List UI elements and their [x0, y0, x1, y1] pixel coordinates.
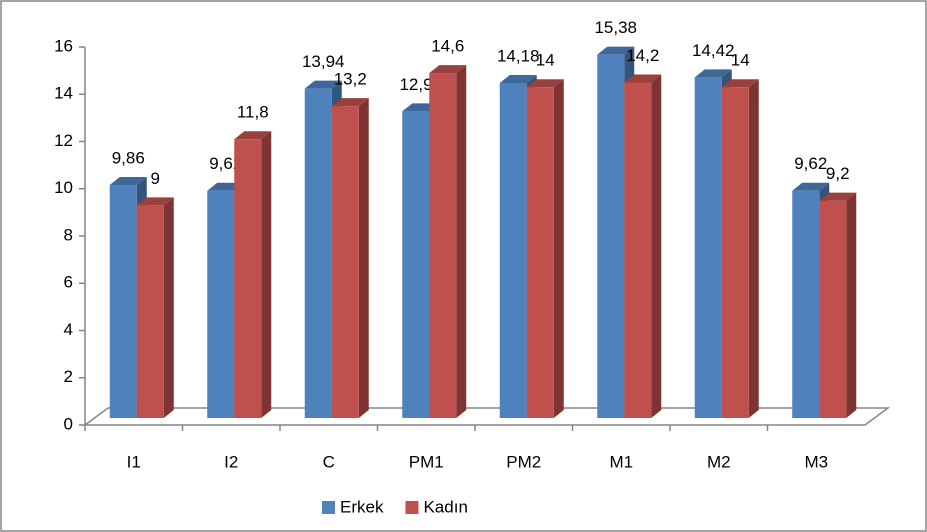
value-label: 9,62 [794, 154, 827, 173]
bar [819, 192, 857, 418]
legend-swatch [405, 501, 419, 514]
bar-front [721, 87, 749, 418]
legend-label: Erkek [340, 497, 384, 516]
value-label: 13,94 [302, 52, 345, 71]
value-label: 9,86 [112, 149, 145, 168]
y-tick-label: 6 [64, 273, 73, 292]
bar [136, 197, 174, 418]
bar-side [553, 79, 564, 418]
bar-side [456, 65, 467, 418]
bar [526, 79, 564, 418]
bar-side [163, 197, 174, 418]
bar-side [651, 74, 662, 419]
bar-top [721, 79, 759, 88]
bar-front [234, 139, 262, 418]
bar-side [846, 192, 857, 418]
y-tick-label: 14 [54, 84, 73, 103]
value-label: 14,42 [692, 41, 735, 60]
value-label: 14 [731, 51, 750, 70]
bar-side [358, 98, 369, 419]
bar [624, 74, 662, 419]
value-label: 14,18 [497, 46, 540, 65]
bar-front [526, 87, 554, 418]
bar-top [234, 131, 272, 140]
legend-swatch [322, 501, 335, 514]
value-label: 9,62 [209, 154, 242, 173]
y-tick-label: 2 [64, 367, 73, 386]
y-tick-label: 10 [54, 178, 73, 197]
y-tick-label: 0 [64, 414, 73, 433]
bar [429, 65, 467, 418]
bar-top [331, 98, 369, 107]
bar-top [304, 80, 342, 89]
x-tick-label: I2 [224, 452, 238, 471]
bar-top [526, 79, 564, 88]
value-label: 13,2 [334, 70, 367, 89]
y-tick-label: 8 [64, 225, 73, 244]
bar-top [694, 69, 732, 78]
bar-front [429, 73, 457, 418]
bar-front [207, 190, 235, 418]
value-label: 14,2 [626, 46, 659, 65]
x-tick-label: C [323, 452, 335, 471]
bar-front [597, 54, 625, 419]
bar [331, 98, 369, 419]
bar-front [402, 111, 430, 418]
bar-top [792, 182, 830, 191]
bar-top [109, 177, 147, 186]
value-label: 9 [151, 169, 160, 188]
x-tick-label: PM1 [409, 452, 444, 471]
value-label: 14,6 [431, 37, 464, 56]
y-tick-label: 12 [54, 131, 73, 150]
value-label: 9,2 [826, 164, 850, 183]
bar-front [304, 88, 332, 418]
bar-front [136, 205, 164, 418]
bar-top [429, 65, 467, 74]
bar-top [624, 74, 662, 83]
x-tick-label: I1 [127, 452, 141, 471]
bar-top [136, 197, 174, 206]
bar-front [624, 82, 652, 419]
value-label: 15,38 [594, 18, 637, 37]
bar-front [499, 82, 527, 418]
bar-front [109, 185, 137, 418]
y-tick-label: 16 [54, 36, 73, 55]
y-tick-label: 4 [64, 320, 73, 339]
bar-side [748, 79, 759, 418]
x-tick-label: M3 [804, 452, 828, 471]
floor [82, 407, 891, 426]
bar [234, 131, 272, 418]
bar-front [792, 190, 820, 418]
legend-label: Kadın [423, 497, 467, 516]
bar-top [819, 192, 857, 201]
x-tick-label: M2 [707, 452, 731, 471]
value-label: 11,8 [237, 103, 269, 122]
bar-top [597, 46, 635, 55]
value-label: 14 [536, 51, 555, 70]
bar [721, 79, 759, 418]
bar-front [694, 77, 722, 418]
bar-front [819, 200, 847, 418]
bar-side [261, 131, 272, 418]
bar-top [499, 74, 537, 83]
x-tick-label: M1 [609, 452, 633, 471]
x-tick-label: PM2 [506, 452, 541, 471]
bar-front [331, 106, 359, 419]
